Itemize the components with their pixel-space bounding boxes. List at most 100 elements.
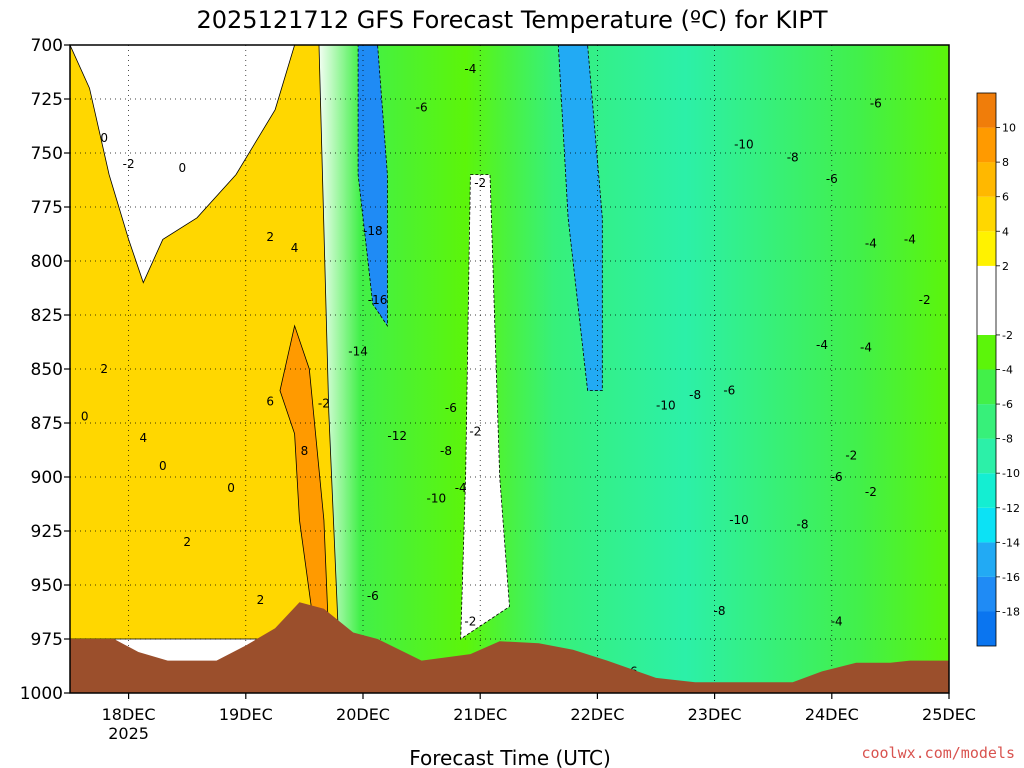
y-tick-label: 875 <box>31 414 63 434</box>
contour-label: -8 <box>787 150 799 164</box>
colorbar-swatch <box>977 162 996 197</box>
colorbar-swatch <box>977 127 996 163</box>
contour-label: -14 <box>348 345 368 359</box>
contour-label: -10 <box>656 399 676 413</box>
contour-label: -2 <box>865 485 877 499</box>
colorbar-tick-label: 10 <box>1002 122 1016 135</box>
colorbar-tick-label: 4 <box>1002 225 1009 238</box>
plot-area: 0-2 002402022468-2-18-16-14-12-10-6-8-4-2… <box>69 44 950 694</box>
y-tick-label: 850 <box>31 360 63 380</box>
contour-label: -16 <box>368 293 388 307</box>
contour-label: -10 <box>426 492 446 506</box>
contour-label: 8 <box>301 444 309 458</box>
contour-label: -2 <box>845 448 857 462</box>
region-cold-core-20dec <box>357 45 388 328</box>
contour-label: -4 <box>816 338 828 352</box>
colorbar-tick-label: 8 <box>1002 156 1009 169</box>
colorbar-swatch <box>977 438 996 474</box>
y-tick-label: 700 <box>31 36 63 56</box>
contour-label: -2 <box>469 425 481 439</box>
colorbar-swatch <box>977 576 996 612</box>
contour-label: 2 <box>183 535 191 549</box>
colorbar-swatch <box>977 334 996 370</box>
colorbar-tick-label: -8 <box>1002 433 1013 446</box>
contour-label: -8 <box>714 604 726 618</box>
contour-label: -6 <box>831 470 843 484</box>
x-tick-label: 19DEC <box>219 705 273 724</box>
colorbar-tick-label: -18 <box>1002 605 1020 618</box>
x-axis-label: Forecast Time (UTC) <box>409 746 611 768</box>
y-tick-label: 925 <box>31 522 63 542</box>
contour-label: -2 <box>919 293 931 307</box>
y-axis-ticks: 700 725 750 775 800 825 850 875 900 925 950 975 1000 <box>20 36 70 704</box>
y-tick-label: 950 <box>31 576 63 596</box>
contour-label: -2 <box>474 176 486 190</box>
colorbar-tick-label: -2 <box>1002 329 1013 342</box>
contour-label: 6 <box>266 394 274 408</box>
colorbar-swatch <box>977 473 996 508</box>
contour-label: -8 <box>689 388 701 402</box>
y-tick-label: 900 <box>31 468 63 488</box>
colorbar-swatch <box>977 611 996 646</box>
colorbar-swatch <box>977 231 996 266</box>
colorbar-tick-label: -6 <box>1002 398 1013 411</box>
contour-label: -4 <box>860 340 872 354</box>
colorbar-tick-label: -4 <box>1002 364 1013 377</box>
y-tick-label: 775 <box>31 198 63 218</box>
colorbar-tick-label: -10 <box>1002 467 1020 480</box>
contour-label: -6 <box>723 384 735 398</box>
x-tick-label: 23DEC <box>688 705 742 724</box>
contour-label: -12 <box>387 429 407 443</box>
x-tick-sublabel: 2025 <box>108 724 149 743</box>
colorbar-swatch <box>977 507 996 543</box>
x-tick-label: 25DEC <box>922 705 976 724</box>
contour-label: -10 <box>734 137 754 151</box>
y-tick-label: 750 <box>31 144 63 164</box>
colorbar-tick-label: -14 <box>1002 536 1020 549</box>
contour-label: -8 <box>440 444 452 458</box>
contour-label: 0 <box>159 459 167 473</box>
y-tick-label: 725 <box>31 90 63 110</box>
contour-label: 2 <box>100 362 108 376</box>
x-tick-label: 20DEC <box>336 705 390 724</box>
x-tick-label: 22DEC <box>570 705 624 724</box>
contour-label: -6 <box>826 172 838 186</box>
contour-label: -8 <box>797 518 809 532</box>
temperature-regions <box>70 45 603 640</box>
contour-label: -4 <box>865 237 877 251</box>
credit-link[interactable]: coolwx.com/models <box>861 744 1015 762</box>
contour-labels: 0-2 002402022468-2-18-16-14-12-10-6-8-4-2… <box>81 62 931 679</box>
y-tick-label: 800 <box>31 252 63 272</box>
contour-label: 0 <box>178 161 186 175</box>
contour-label: -6 <box>367 589 379 603</box>
colorbar-tick-label: 6 <box>1002 191 1009 204</box>
contour-label: 2 <box>257 593 265 607</box>
colorbar-tick-label: -16 <box>1002 571 1020 584</box>
y-tick-label: 825 <box>31 306 63 326</box>
grid-lines <box>70 45 949 693</box>
contour-label: -2 <box>123 157 135 171</box>
contour-label: 2 <box>266 230 274 244</box>
contour-label: -2 <box>464 615 476 629</box>
contour-label: -4 <box>455 481 467 495</box>
x-tick-label: 24DEC <box>805 705 859 724</box>
contour-label: -2 <box>318 397 330 411</box>
region-positive-pre-front <box>70 45 340 640</box>
colorbar: -18 -16 -14 -12 -10 -8 -6 -4 -2 2 4 6 8 10 <box>976 92 1020 647</box>
contour-label: -6 <box>445 401 457 415</box>
colorbar-swatch <box>977 404 996 439</box>
contour-label: 0 <box>100 131 108 145</box>
colorbar-tick-label: 2 <box>1002 260 1009 273</box>
contour-label: -18 <box>363 224 383 238</box>
colorbar-swatch <box>977 369 996 405</box>
x-tick-label: 18DEC <box>102 705 156 724</box>
contour-label: -4 <box>904 232 916 246</box>
colorbar-swatch <box>977 300 996 335</box>
contour-label: 4 <box>291 241 299 255</box>
colorbar-swatch <box>977 196 996 232</box>
x-tick-label: 21DEC <box>453 705 507 724</box>
contour-label: 0 <box>81 410 89 424</box>
contour-label: 4 <box>139 431 147 445</box>
